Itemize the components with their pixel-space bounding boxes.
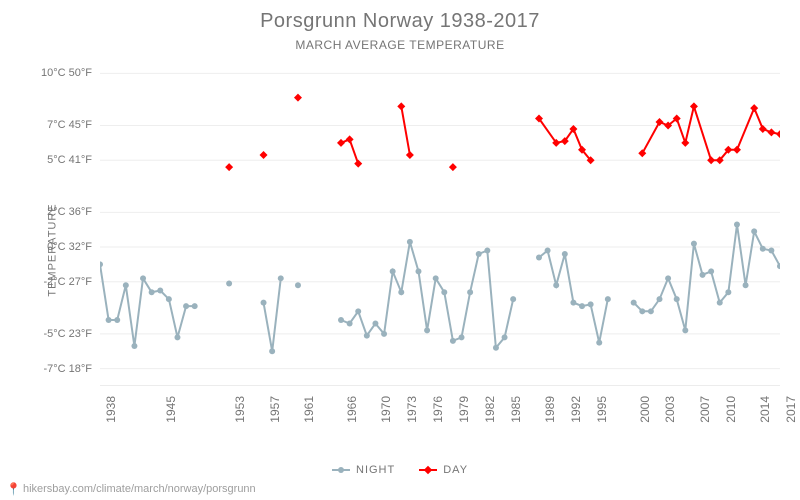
map-pin-icon: 📍 <box>6 482 21 496</box>
plot-area <box>100 56 780 386</box>
x-tick-label: 2003 <box>663 396 677 423</box>
attribution: 📍 hikersbay.com/climate/march/norway/por… <box>6 482 256 496</box>
legend-item-day: DAY <box>419 464 468 476</box>
x-tick-label: 1979 <box>457 396 471 423</box>
x-tick-label: 2010 <box>724 396 738 423</box>
attribution-text: hikersbay.com/climate/march/norway/porsg… <box>23 483 256 495</box>
y-tick-label: 10°C 50°F <box>0 67 92 79</box>
y-tick-label: 7°C 45°F <box>0 119 92 131</box>
y-tick-label: 5°C 41°F <box>0 154 92 166</box>
x-tick-label: 1945 <box>164 396 178 423</box>
y-tick-label: -7°C 18°F <box>0 363 92 375</box>
climate-chart: Porsgrunn Norway 1938-2017 MARCH AVERAGE… <box>0 0 800 500</box>
y-tick-label: -5°C 23°F <box>0 328 92 340</box>
y-tick-label: 2°C 36°F <box>0 206 92 218</box>
legend-label: NIGHT <box>356 464 395 476</box>
legend: NIGHT DAY <box>332 464 468 476</box>
x-tick-label: 1995 <box>595 396 609 423</box>
x-tick-label: 1989 <box>543 396 557 423</box>
x-tick-label: 2000 <box>638 396 652 423</box>
x-tick-label: 1953 <box>233 396 247 423</box>
x-tick-label: 1992 <box>569 396 583 423</box>
x-tick-label: 1985 <box>509 396 523 423</box>
x-tick-label: 1938 <box>104 396 118 423</box>
x-tick-label: 1957 <box>268 396 282 423</box>
legend-item-night: NIGHT <box>332 464 395 476</box>
chart-subtitle: MARCH AVERAGE TEMPERATURE <box>0 38 800 52</box>
x-tick-label: 1973 <box>405 396 419 423</box>
y-tick-label: 0°C 32°F <box>0 241 92 253</box>
legend-label: DAY <box>443 464 468 476</box>
series-day <box>225 94 780 171</box>
x-tick-label: 1961 <box>302 396 316 423</box>
x-tick-label: 1970 <box>379 396 393 423</box>
chart-title: Porsgrunn Norway 1938-2017 <box>0 10 800 33</box>
y-tick-label: -2°C 27°F <box>0 276 92 288</box>
x-tick-label: 1966 <box>345 396 359 423</box>
x-tick-label: 2014 <box>758 396 772 423</box>
x-tick-label: 2007 <box>698 396 712 423</box>
x-tick-label: 1976 <box>431 396 445 423</box>
x-tick-label: 2017 <box>784 396 798 423</box>
x-tick-label: 1982 <box>483 396 497 423</box>
